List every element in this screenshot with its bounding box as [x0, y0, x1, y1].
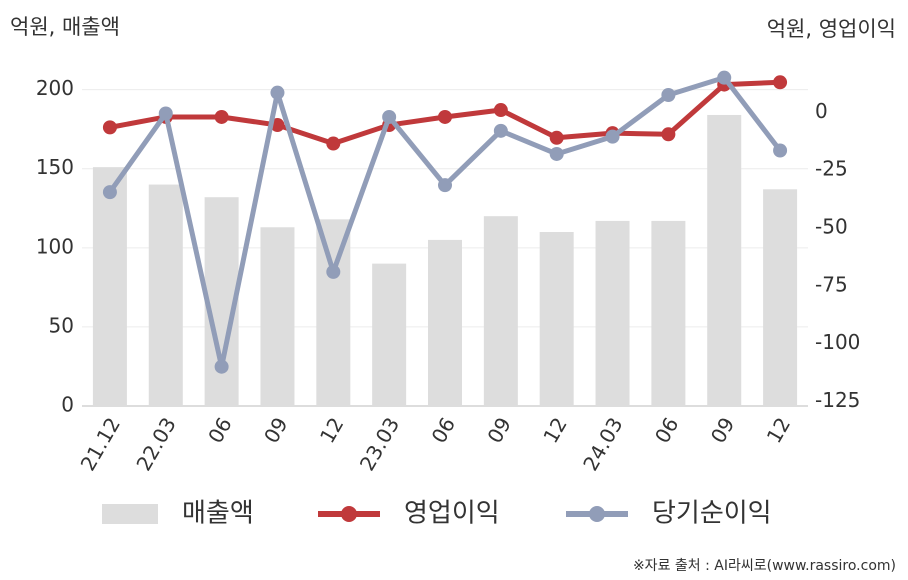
point	[773, 75, 788, 90]
bar	[483, 216, 518, 406]
point	[493, 123, 508, 138]
x-tick-label: 06	[650, 413, 684, 447]
y2-tick-label: -100	[815, 330, 860, 354]
x-tick-label: 22.03	[131, 413, 180, 475]
bar	[92, 167, 127, 406]
bar	[707, 114, 742, 406]
x-tick-label: 09	[482, 413, 516, 447]
bar	[372, 263, 407, 406]
point	[438, 109, 452, 124]
point	[326, 136, 341, 151]
bar	[539, 232, 574, 406]
point	[326, 264, 341, 279]
bar	[428, 239, 462, 406]
point	[605, 129, 620, 144]
x-tick-label: 09	[706, 413, 740, 447]
x-tick-label: 23.03	[355, 413, 404, 475]
y2-tick-label: -75	[815, 272, 848, 296]
x-tick-label: 12	[538, 413, 572, 447]
bar	[651, 220, 686, 406]
point	[717, 70, 732, 85]
point	[270, 85, 285, 100]
x-tick-label: 24.03	[578, 413, 627, 475]
y-tick-label: 50	[49, 313, 74, 337]
bar	[763, 189, 798, 406]
y-tick-label: 0	[61, 393, 74, 417]
y-axis-label: 억원, 매출액	[10, 15, 120, 39]
point	[661, 87, 676, 102]
legend-label: 영업이익	[404, 499, 500, 529]
point	[661, 127, 676, 142]
y-tick-label: 150	[36, 155, 74, 179]
legend-label: 당기순이익	[652, 499, 772, 529]
bar	[148, 184, 183, 406]
y2-axis-label: 억원, 영업이익	[767, 17, 896, 41]
legend-swatch	[102, 504, 158, 524]
x-tick-label: 06	[427, 413, 461, 447]
bar	[595, 220, 630, 406]
legend-swatch	[341, 506, 357, 522]
y2-tick-label: -25	[815, 157, 848, 181]
source: ※자료 출처 : AI라씨로(www.rassiro.com)	[633, 558, 896, 574]
point	[549, 130, 564, 145]
point	[773, 143, 788, 158]
y2-tick-label: -50	[815, 214, 848, 238]
legend-label: 매출액	[182, 499, 254, 529]
x-tick-label: 09	[259, 413, 293, 447]
y2-tick-label: 0	[815, 99, 828, 123]
x-tick-label: 12	[315, 413, 349, 447]
bar	[316, 219, 351, 406]
point	[493, 103, 508, 118]
x-tick-label: 06	[203, 413, 237, 447]
legend-swatch	[589, 506, 605, 522]
point	[102, 120, 117, 135]
bar	[260, 227, 295, 406]
point	[158, 106, 173, 121]
point	[438, 178, 452, 193]
point	[549, 146, 564, 161]
x-tick-label: 12	[762, 413, 796, 447]
point	[214, 109, 229, 124]
point	[214, 359, 229, 374]
point	[382, 109, 397, 124]
y-tick-label: 100	[36, 234, 74, 258]
x-tick-label: 21.12	[76, 413, 125, 475]
point	[102, 185, 117, 200]
y-tick-label: 200	[36, 76, 74, 100]
y2-tick-label: -125	[815, 388, 860, 412]
